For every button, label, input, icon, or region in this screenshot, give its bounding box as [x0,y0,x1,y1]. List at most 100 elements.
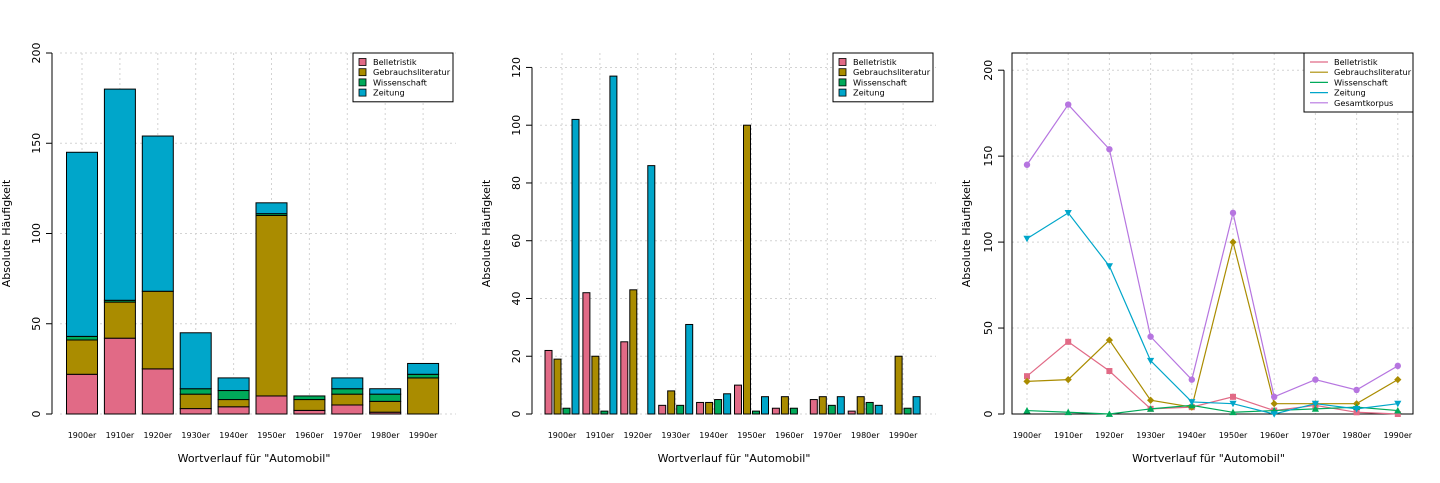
x-tick-label: 1970er [1301,431,1330,440]
legend: BelletristikGebrauchsliteraturWissenscha… [352,52,454,103]
legend-label: Gebrauchsliteratur [1334,67,1412,77]
y-tick-label: 80 [510,176,523,190]
bar-zeitung-1900er [571,118,580,415]
x-tick-label: 1940er [1178,431,1207,440]
point-gesamtkorpus-1930er [1147,333,1154,340]
bar-zeitung-1900er [66,151,98,337]
bar-gebrauchsliteratur-1990er [407,377,440,415]
x-tick-label: 1990er [409,431,438,440]
bar-gebrauchsliteratur-1940er [217,399,250,408]
legend-label: Belletristik [853,57,897,67]
bar-zeitung-1920er [141,135,174,292]
bar-belletristik-1910er [103,337,136,415]
bar-gebrauchsliteratur-1910er [103,301,136,339]
bar-belletristik-1940er [696,401,705,415]
y-axis-title: Absolute Häufigkeit [480,179,493,287]
x-axis-title: Wortverlauf für "Automobil" [178,452,331,465]
y-tick-label: 100 [510,115,523,136]
point-gebrauchsliteratur-1950er [1229,238,1237,246]
bar-gebrauchsliteratur-1950er [255,214,288,397]
bar-belletristik-1920er [620,341,629,415]
bar-zeitung-1970er [836,396,845,415]
chart-panel-3: 0 50 100 150 200 Absolute Häufigkeit 1900er 191… [960,52,1414,465]
point-belletristik-1950er [1230,393,1236,400]
point-gebrauchsliteratur-1990er [1394,376,1402,384]
bar-zeitung-1950er [761,396,769,415]
bar-wissenschaft-1940er [217,390,250,401]
bar-zeitung-1970er [331,377,364,390]
bar-wissenschaft-1960er [789,407,798,415]
point-gesamtkorpus-1900er [1023,161,1031,168]
point-zeitung-1980er [1353,405,1361,413]
legend-label: Wissenschaft [853,77,908,87]
legend-swatch-gebrauchsliteratur [358,68,367,77]
legend-box [352,52,454,103]
bar-zeitung-1950er [255,202,288,215]
bar-wissenschaft-1930er [179,388,212,395]
y-tick-label: 150 [982,146,995,167]
bar-belletristik-1930er [179,408,212,415]
point-belletristik-1990er [1394,411,1401,417]
bar-wissenschaft-1990er [407,373,440,379]
point-gebrauchsliteratur-1930er [1147,396,1155,404]
y-tick-label: 150 [30,133,43,154]
legend: BelletristikGebrauchsliteraturWissenscha… [832,52,934,103]
bar-gebrauchsliteratur-1910er [591,355,600,415]
bar-belletristik-1930er [658,404,667,415]
x-tick-label: 1950er [1219,431,1248,440]
y-tick-label: 20 [510,349,523,363]
legend-box [832,52,934,103]
bar-gebrauchsliteratur-1930er [667,390,676,415]
bar-belletristik-1950er [255,395,288,415]
x-tick-label: 1910er [106,431,135,440]
x-tick-label: 1940er [219,431,248,440]
x-axis-title: Wortverlauf für "Automobil" [1132,452,1285,465]
bar-gebrauchsliteratur-1960er [780,396,789,415]
x-tick-label: 1960er [775,431,804,440]
bar-zeitung-1920er [647,165,656,415]
y-axis-title: Absolute Häufigkeit [0,179,13,287]
bar-belletristik-1960er [771,407,780,415]
point-zeitung-1920er [1105,263,1113,270]
y-tick-label: 50 [982,321,995,335]
legend-label: Belletristik [1334,57,1378,67]
bar-gebrauchsliteratur-1930er [179,393,212,410]
bar-wissenschaft-1900er [66,335,98,341]
line-belletristik [1026,341,1398,415]
bar-belletristik-1900er [66,373,98,415]
bar-gebrauchsliteratur-1990er [894,355,903,415]
point-gesamtkorpus-1960er [1271,393,1278,401]
y-tick-label: 200 [30,43,43,64]
line-wissenschaft [1026,404,1398,415]
point-wissenschaft-1920er [1105,410,1113,417]
bar-wissenschaft-1990er [903,407,912,415]
y-tick-label: 0 [982,411,995,418]
bar-wissenschaft-1910er [600,410,609,415]
point-gesamtkorpus-1940er [1188,376,1196,383]
bar-gebrauchsliteratur-1980er [369,400,402,413]
x-tick-label: 1920er [1095,431,1124,440]
point-belletristik-1920er [1106,368,1113,375]
legend-label: Belletristik [373,57,417,67]
y-tick-label: 60 [510,234,523,248]
x-tick-label: 1930er [1136,431,1165,440]
bar-wissenschaft-1940er [714,399,723,415]
point-zeitung-1970er [1311,400,1319,408]
x-tick-label: 1980er [1342,431,1371,440]
bar-zeitung-1910er [609,75,618,415]
point-gesamtkorpus-1980er [1353,386,1360,394]
x-tick-label: 1980er [851,431,880,440]
plot-frame [1011,52,1414,415]
point-gebrauchsliteratur-1920er [1105,336,1113,344]
bar-gebrauchsliteratur-1900er [553,358,562,415]
bar-zeitung-1990er [407,362,440,375]
x-tick-label: 1960er [1260,431,1289,440]
y-tick-label: 0 [510,411,523,418]
point-wissenschaft-1950er [1229,408,1237,416]
legend-swatch-zeitung [358,88,367,97]
bar-gebrauchsliteratur-1960er [293,399,326,411]
bar-gebrauchsliteratur-1970er [331,393,364,406]
bar-belletristik-1970er [809,399,818,415]
